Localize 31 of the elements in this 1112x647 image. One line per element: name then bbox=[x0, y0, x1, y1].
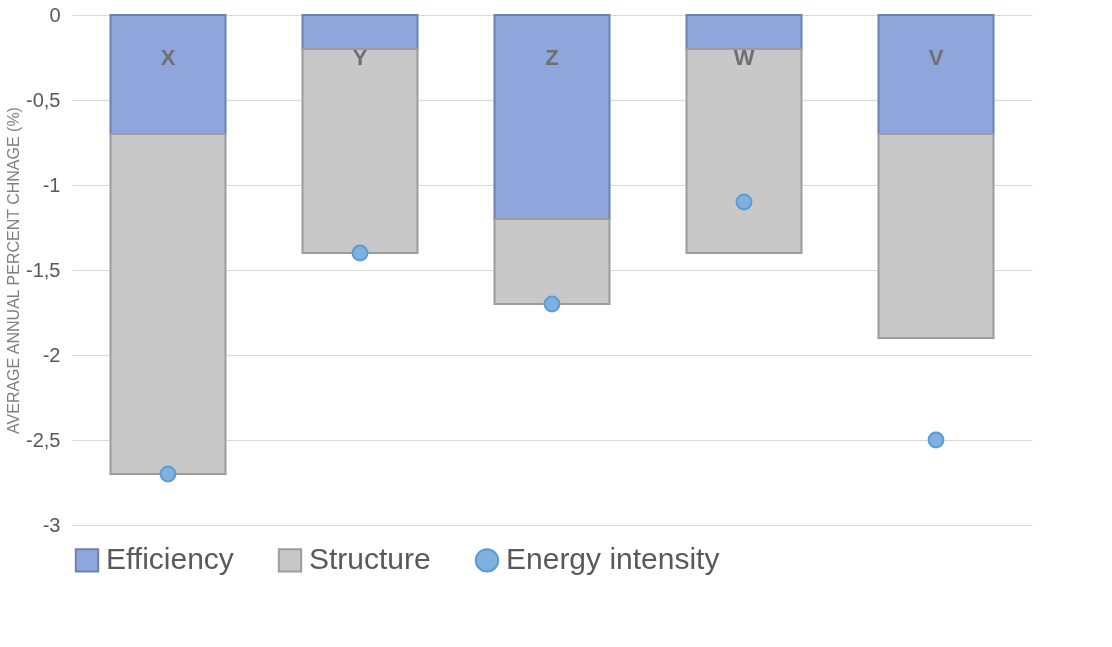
x-tick-label: V bbox=[928, 44, 944, 70]
x-tick-label: X bbox=[160, 44, 176, 70]
point bbox=[735, 193, 753, 211]
bar bbox=[685, 48, 803, 254]
y-tick-label: -1,5 bbox=[26, 258, 61, 281]
bar bbox=[493, 218, 611, 305]
y-tick-label: -2 bbox=[42, 343, 61, 366]
point bbox=[543, 295, 561, 313]
bar bbox=[493, 14, 611, 220]
x-tick-label: Z bbox=[545, 44, 559, 70]
legend-label: Energy intensity bbox=[506, 542, 720, 576]
bar bbox=[877, 14, 995, 135]
point bbox=[927, 431, 945, 449]
y-tick-label: -3 bbox=[42, 513, 61, 536]
y-tick-label: 0 bbox=[49, 3, 61, 26]
bar bbox=[877, 133, 995, 339]
legend-label: Efficiency bbox=[106, 542, 234, 576]
point bbox=[351, 244, 369, 262]
x-tick-label: W bbox=[733, 44, 755, 70]
y-tick-label: -1 bbox=[42, 173, 61, 196]
legend-label: Structure bbox=[309, 542, 431, 576]
y-tick-label: -2,5 bbox=[26, 428, 61, 451]
x-tick-label: Y bbox=[352, 44, 368, 70]
bar bbox=[109, 14, 227, 135]
bar bbox=[301, 14, 419, 50]
y-axis-title: AVERAGE ANNUAL PERCENT CHNAGE (%) bbox=[5, 107, 23, 434]
bar bbox=[685, 14, 803, 50]
y-tick-label: -0,5 bbox=[26, 88, 61, 111]
bar bbox=[301, 48, 419, 254]
point bbox=[159, 465, 177, 483]
bar bbox=[109, 133, 227, 475]
